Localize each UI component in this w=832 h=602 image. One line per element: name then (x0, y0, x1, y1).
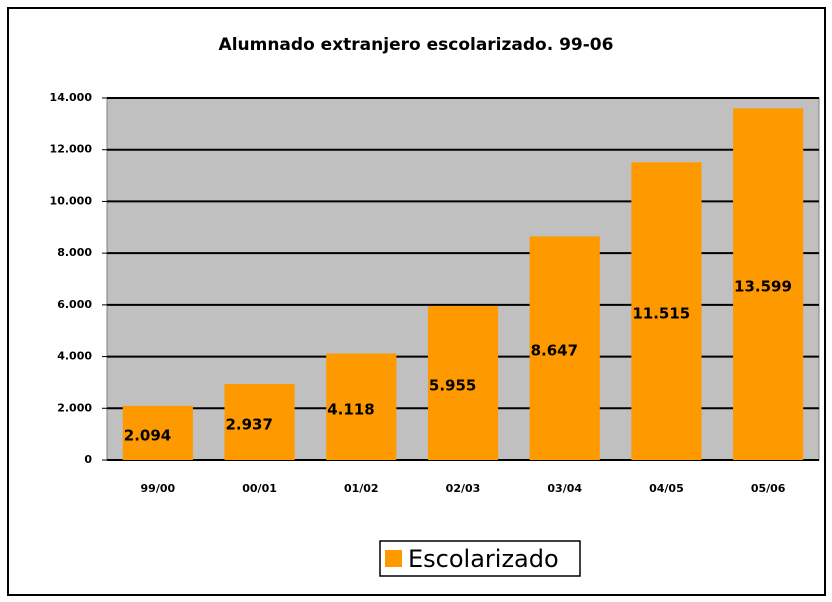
legend-label: Escolarizado (408, 545, 559, 573)
y-tick-label: 4.000 (57, 350, 92, 363)
y-tick-label: 8.000 (57, 246, 92, 259)
y-tick-label: 10.000 (50, 194, 93, 207)
bar (326, 353, 397, 460)
x-tick-label: 01/02 (344, 482, 379, 495)
value-label: 13.599 (734, 278, 792, 296)
y-tick-label: 6.000 (57, 298, 92, 311)
y-tick-label: 0 (84, 453, 92, 466)
y-tick-label: 14.000 (50, 91, 93, 104)
y-tick-label: 12.000 (50, 143, 93, 156)
bar (427, 306, 499, 460)
x-tick-label: 00/01 (242, 482, 277, 495)
x-tick-label: 99/00 (141, 482, 176, 495)
value-label: 2.937 (225, 416, 272, 434)
chart-title: Alumnado extranjero escolarizado. 99-06 (219, 35, 614, 55)
legend-box (379, 540, 581, 577)
bar (631, 162, 702, 460)
x-tick-label: 03/04 (547, 482, 582, 495)
value-label: 11.515 (632, 305, 690, 323)
x-tick-label: 04/05 (649, 482, 684, 495)
bar (733, 108, 804, 460)
x-tick-label: 02/03 (446, 482, 481, 495)
bar (122, 405, 193, 460)
value-label: 5.955 (429, 377, 476, 395)
bar (529, 236, 600, 460)
x-tick-label: 05/06 (751, 482, 786, 495)
y-tick-label: 2.000 (57, 401, 92, 414)
value-label: 4.118 (327, 400, 374, 418)
value-label: 8.647 (531, 342, 578, 360)
value-label: 2.094 (124, 426, 171, 444)
bar (224, 384, 295, 460)
legend-swatch (385, 550, 402, 567)
